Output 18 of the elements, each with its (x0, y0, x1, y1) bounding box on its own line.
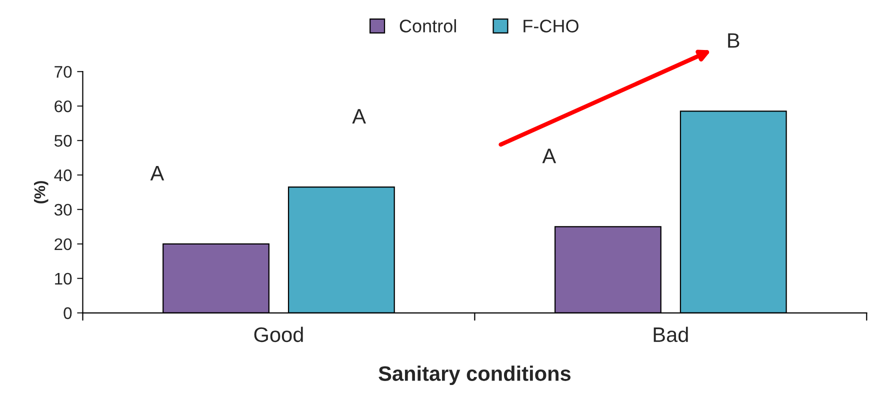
y-tick-label: 40 (54, 169, 72, 182)
y-tick-label: 10 (55, 272, 72, 285)
y-tick-label: 20 (54, 238, 72, 250)
legend-label: F-CHO (524, 20, 578, 32)
text: B (728, 33, 740, 48)
y-tick-label: 60 (54, 100, 72, 112)
x-axis-title: Sanitary conditions (378, 366, 571, 386)
y-tick-label: 70 (54, 66, 72, 78)
y-tick-label: 0 (64, 307, 72, 320)
annotation: A (150, 166, 164, 180)
y-axis-title: (%) (34, 181, 48, 204)
x-tick-label: Bad (654, 326, 688, 342)
legend-label: Control (400, 19, 456, 32)
x-tick-label: Good (254, 326, 303, 342)
y-tick-label: 50 (54, 134, 72, 147)
annotation: A (352, 109, 366, 124)
annotation: A (542, 148, 556, 164)
y-tick-label: 30 (54, 204, 72, 216)
